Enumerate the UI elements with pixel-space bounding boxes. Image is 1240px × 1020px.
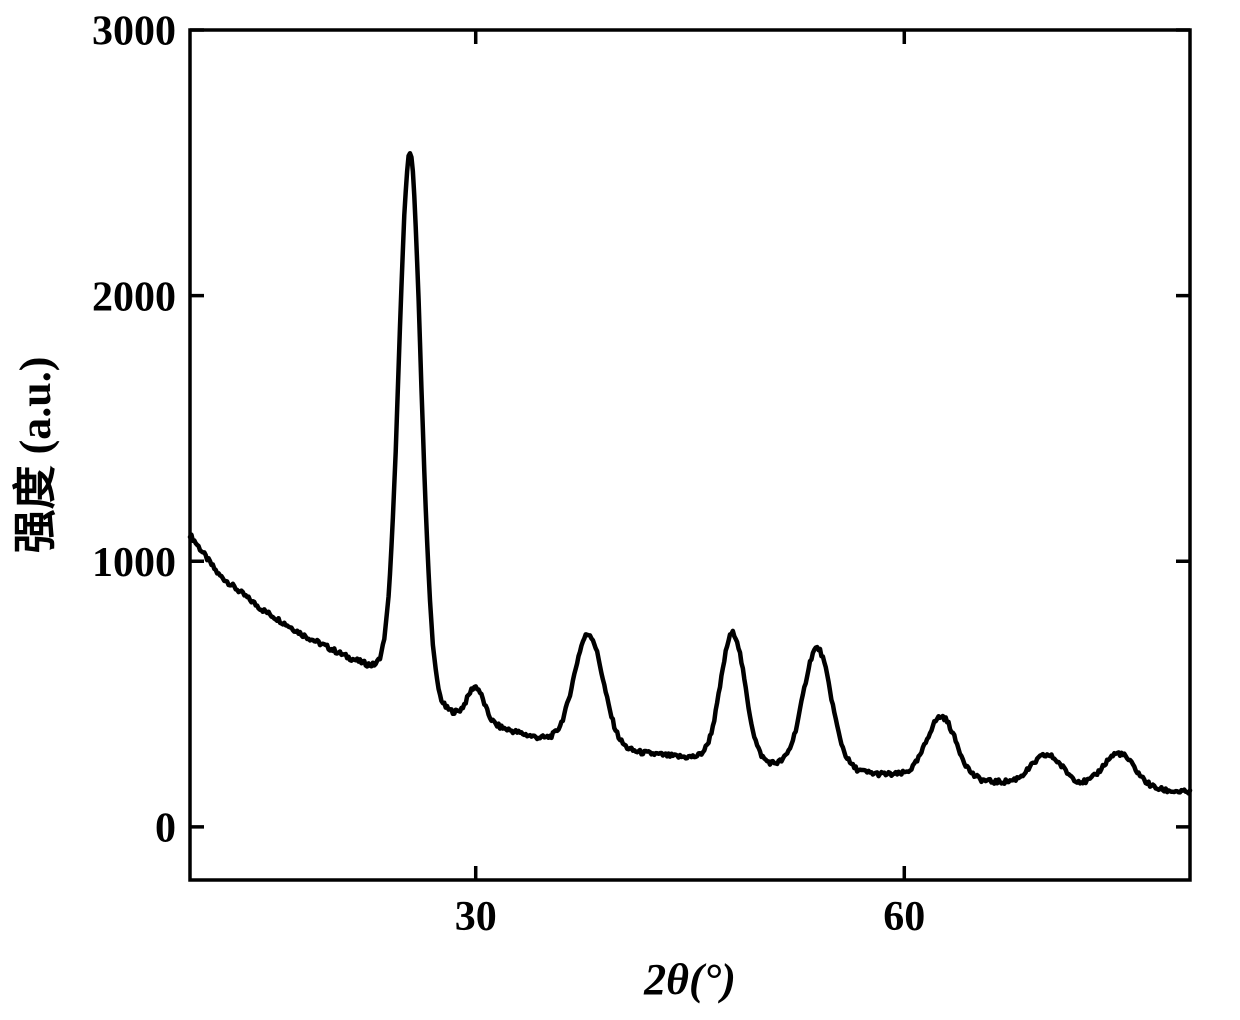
tick-labels: 30 60 0 1000 2000 3000 [92, 9, 925, 940]
plot-frame [190, 30, 1190, 880]
svg-text:2000: 2000 [92, 274, 176, 320]
svg-text:60: 60 [883, 894, 925, 940]
xrd-chart: 30 60 0 1000 2000 3000 2θ(°) 强度 (a.u.) [0, 0, 1240, 1020]
xrd-line [190, 153, 1190, 793]
svg-text:1000: 1000 [92, 540, 176, 586]
svg-text:3000: 3000 [92, 9, 176, 55]
axis-ticks [190, 30, 1190, 880]
svg-text:30: 30 [455, 894, 497, 940]
x-axis-label: 2θ(°) [643, 955, 736, 1004]
y-axis-label: 强度 (a.u.) [11, 357, 60, 554]
svg-text:0: 0 [155, 806, 176, 852]
